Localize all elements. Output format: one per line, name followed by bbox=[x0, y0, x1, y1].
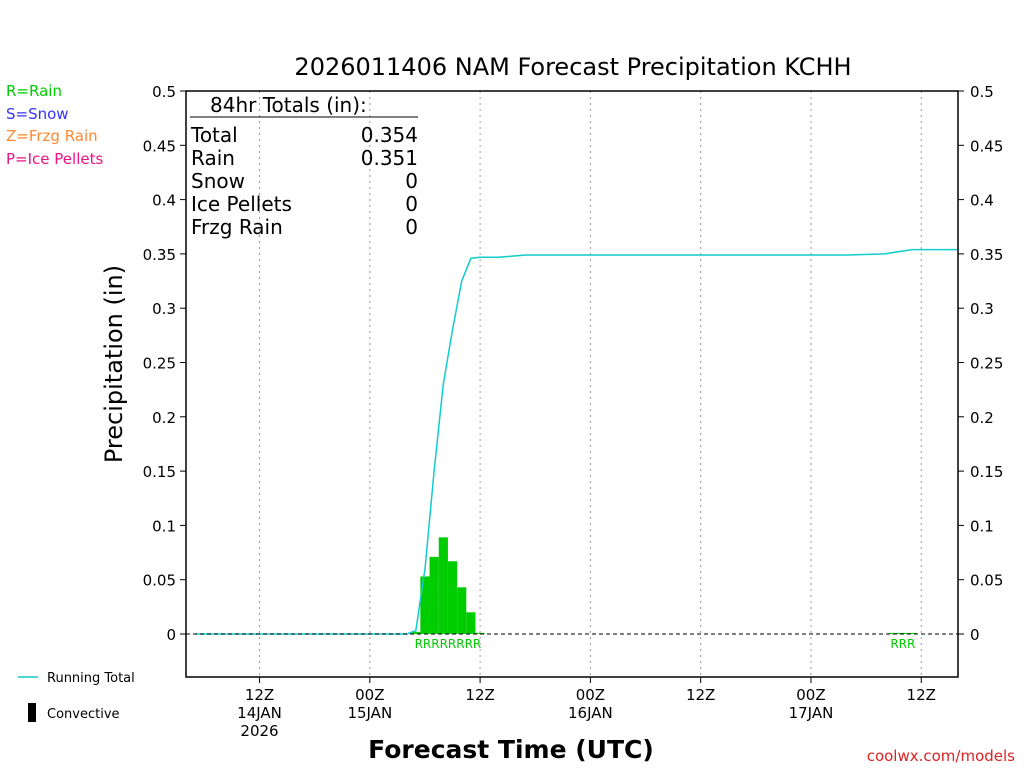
y-tick-label-right-4: 0.2 bbox=[970, 409, 994, 427]
x-axis-label: Forecast Time (UTC) bbox=[368, 735, 654, 764]
chart-title: 2026011406 NAM Forecast Precipitation KC… bbox=[294, 53, 851, 81]
x-tick-label-1-1: 15JAN bbox=[347, 704, 392, 722]
y-tick-label-right-9: 0.45 bbox=[970, 137, 1003, 155]
precip-type-labels: RRRRRRRR RRR bbox=[415, 637, 916, 651]
totals-value-4: 0 bbox=[405, 215, 418, 239]
y-tick-label-left-6: 0.3 bbox=[152, 300, 176, 318]
totals-value-0: 0.354 bbox=[361, 123, 418, 147]
totals-label-2: Snow bbox=[191, 169, 245, 193]
convective-legend-label: Convective bbox=[47, 707, 120, 722]
y-tick-label-right-0: 0 bbox=[970, 626, 980, 644]
x-tick-label-0-1: 14JAN bbox=[237, 704, 282, 722]
totals-label-1: Rain bbox=[191, 146, 235, 170]
rain-bars bbox=[411, 537, 917, 634]
y-axis-right: 0 0.05 0.1 0.15 0.2 0.25 0.3 0.35 0.4 0.45 0.5 bbox=[958, 83, 1003, 644]
totals-label-0: Total bbox=[190, 123, 238, 147]
x-tick-label-6-0: 12Z bbox=[907, 686, 936, 704]
legend-rain: R=Rain bbox=[6, 82, 62, 100]
totals-value-2: 0 bbox=[405, 169, 418, 193]
running-total-polyline bbox=[195, 248, 958, 635]
y-axis-left: 0 0.05 0.1 0.15 0.2 0.25 0.3 0.35 0.4 0.45 0.5 bbox=[143, 83, 186, 644]
y-tick-label-right-6: 0.3 bbox=[970, 300, 994, 318]
precip-type-label-0: RRRRRRRR bbox=[415, 637, 482, 651]
totals-header: 84hr Totals (in): bbox=[210, 93, 367, 117]
y-tick-label-right-1: 0.05 bbox=[970, 572, 1003, 590]
rain-bar-9 bbox=[898, 632, 908, 634]
y-tick-label-left-2: 0.1 bbox=[152, 517, 176, 535]
x-tick-label-0-2: 2026 bbox=[240, 722, 278, 740]
x-tick-label-4-0: 12Z bbox=[686, 686, 715, 704]
y-tick-label-left-10: 0.5 bbox=[152, 83, 176, 101]
running-total-line bbox=[195, 248, 958, 635]
totals-box: 84hr Totals (in): Total 0.354 Rain 0.351 Sno… bbox=[190, 93, 418, 239]
x-tick-label-2-0: 12Z bbox=[465, 686, 494, 704]
x-tick-label-3-0: 00Z bbox=[576, 686, 605, 704]
y-tick-label-right-2: 0.1 bbox=[970, 517, 994, 535]
y-tick-label-right-10: 0.5 bbox=[970, 83, 994, 101]
x-tick-label-0-0: 12Z bbox=[245, 686, 274, 704]
x-tick-label-3-1: 16JAN bbox=[568, 704, 613, 722]
totals-label-4: Frzg Rain bbox=[191, 215, 283, 239]
precip-type-legend: R=Rain S=Snow Z=Frzg Rain P=Ice Pellets bbox=[6, 82, 103, 168]
y-tick-label-left-1: 0.05 bbox=[143, 572, 176, 590]
legend-frzg-rain: Z=Frzg Rain bbox=[6, 127, 98, 145]
y-tick-label-right-3: 0.15 bbox=[970, 463, 1003, 481]
x-tick-label-5-1: 17JAN bbox=[789, 704, 834, 722]
rain-bar-6 bbox=[466, 612, 476, 634]
legend-snow: S=Snow bbox=[6, 105, 69, 123]
rain-bar-0 bbox=[411, 631, 421, 634]
rain-bar-2 bbox=[429, 556, 439, 634]
running-total-legend-label: Running Total bbox=[47, 671, 135, 686]
gridlines bbox=[259, 91, 922, 677]
y-tick-label-right-5: 0.25 bbox=[970, 355, 1003, 373]
rain-bar-8 bbox=[889, 632, 899, 634]
y-tick-label-right-8: 0.4 bbox=[970, 192, 994, 210]
plot-frame bbox=[185, 90, 959, 678]
totals-value-3: 0 bbox=[405, 192, 418, 216]
y-tick-label-left-3: 0.15 bbox=[143, 463, 176, 481]
totals-value-1: 0.351 bbox=[361, 146, 418, 170]
rain-bar-1 bbox=[420, 576, 430, 634]
convective-legend-icon bbox=[28, 703, 36, 722]
rain-bar-5 bbox=[457, 587, 467, 634]
y-tick-label-left-4: 0.2 bbox=[152, 409, 176, 427]
y-tick-label-left-9: 0.45 bbox=[143, 137, 176, 155]
y-tick-label-left-7: 0.35 bbox=[143, 246, 176, 264]
rain-bar-3 bbox=[438, 537, 448, 634]
x-tick-label-1-0: 00Z bbox=[355, 686, 384, 704]
credit-text: coolwx.com/models bbox=[867, 747, 1015, 765]
rain-bar-10 bbox=[907, 632, 917, 634]
y-tick-label-left-0: 0 bbox=[166, 626, 176, 644]
totals-label-3: Ice Pellets bbox=[191, 192, 292, 216]
y-tick-label-left-5: 0.25 bbox=[143, 355, 176, 373]
bottom-legend: Running Total Convective bbox=[18, 671, 135, 722]
rain-bar-4 bbox=[447, 561, 458, 634]
precip-type-label-1: RRR bbox=[890, 637, 915, 651]
x-tick-label-5-0: 00Z bbox=[796, 686, 825, 704]
legend-ice-pellets: P=Ice Pellets bbox=[6, 150, 103, 168]
y-axis-label: Precipitation (in) bbox=[100, 265, 128, 463]
rain-bar-7 bbox=[475, 632, 485, 634]
y-tick-label-left-8: 0.4 bbox=[152, 192, 176, 210]
y-tick-label-right-7: 0.35 bbox=[970, 246, 1003, 264]
